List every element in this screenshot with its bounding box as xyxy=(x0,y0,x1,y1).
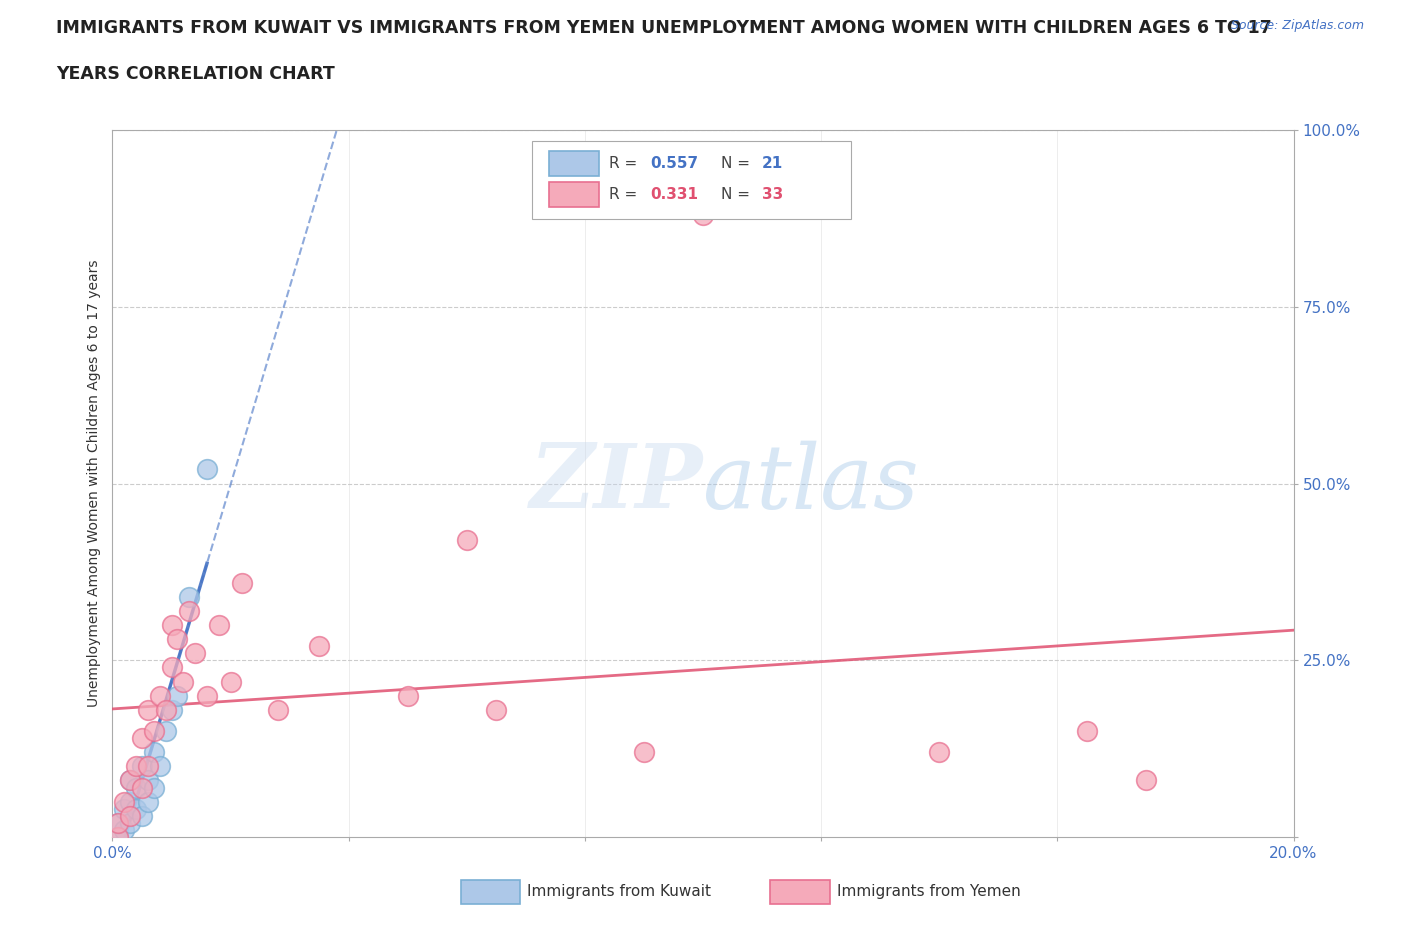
Point xyxy=(195,462,218,477)
Point xyxy=(692,207,714,222)
Text: N =: N = xyxy=(721,187,755,202)
Text: R =: R = xyxy=(609,156,641,171)
Point xyxy=(149,688,172,703)
Point xyxy=(160,660,183,675)
Point xyxy=(107,816,129,830)
FancyBboxPatch shape xyxy=(550,181,599,207)
Text: Immigrants from Yemen: Immigrants from Yemen xyxy=(837,884,1021,899)
Point xyxy=(396,688,419,703)
Point xyxy=(125,759,148,774)
Point xyxy=(120,794,142,809)
Point xyxy=(107,816,129,830)
Point xyxy=(308,639,330,654)
Point xyxy=(136,773,159,788)
Text: atlas: atlas xyxy=(703,440,918,527)
Point xyxy=(120,816,142,830)
Point xyxy=(142,745,165,760)
Point xyxy=(125,780,148,795)
Text: N =: N = xyxy=(721,156,755,171)
Point xyxy=(166,688,188,703)
Point xyxy=(184,645,207,660)
Point xyxy=(633,745,655,760)
Point xyxy=(155,702,177,717)
Point xyxy=(149,759,172,774)
Point xyxy=(112,802,135,817)
Text: 21: 21 xyxy=(762,156,783,171)
Point xyxy=(219,674,242,689)
Point xyxy=(208,618,231,632)
Text: Source: ZipAtlas.com: Source: ZipAtlas.com xyxy=(1230,19,1364,32)
Point xyxy=(456,533,478,548)
Point xyxy=(172,674,194,689)
Point xyxy=(142,780,165,795)
Text: ZIP: ZIP xyxy=(530,440,703,527)
Point xyxy=(231,575,253,590)
Point xyxy=(142,724,165,738)
Point xyxy=(1076,724,1098,738)
Point xyxy=(155,724,177,738)
Point xyxy=(120,773,142,788)
Point xyxy=(131,759,153,774)
Point xyxy=(131,731,153,746)
Point xyxy=(107,830,129,844)
Point xyxy=(166,631,188,646)
Text: 0.331: 0.331 xyxy=(650,187,697,202)
Point xyxy=(112,794,135,809)
Text: YEARS CORRELATION CHART: YEARS CORRELATION CHART xyxy=(56,65,335,83)
Point xyxy=(485,702,508,717)
Y-axis label: Unemployment Among Women with Children Ages 6 to 17 years: Unemployment Among Women with Children A… xyxy=(87,259,101,708)
Point xyxy=(136,759,159,774)
Point xyxy=(928,745,950,760)
Text: Immigrants from Kuwait: Immigrants from Kuwait xyxy=(527,884,711,899)
Point xyxy=(136,794,159,809)
FancyBboxPatch shape xyxy=(550,151,599,176)
Point xyxy=(107,830,129,844)
Point xyxy=(160,702,183,717)
Point xyxy=(136,702,159,717)
Point xyxy=(195,688,218,703)
FancyBboxPatch shape xyxy=(531,140,851,219)
Point xyxy=(160,618,183,632)
Point xyxy=(120,808,142,823)
Point xyxy=(125,802,148,817)
Text: R =: R = xyxy=(609,187,641,202)
Point xyxy=(112,822,135,837)
Point xyxy=(267,702,290,717)
Point xyxy=(131,808,153,823)
Point xyxy=(120,773,142,788)
Text: IMMIGRANTS FROM KUWAIT VS IMMIGRANTS FROM YEMEN UNEMPLOYMENT AMONG WOMEN WITH CH: IMMIGRANTS FROM KUWAIT VS IMMIGRANTS FRO… xyxy=(56,19,1272,36)
Point xyxy=(1135,773,1157,788)
Point xyxy=(179,590,201,604)
Text: 0.557: 0.557 xyxy=(650,156,697,171)
Text: 33: 33 xyxy=(762,187,783,202)
Point xyxy=(131,780,153,795)
Point xyxy=(179,604,201,618)
